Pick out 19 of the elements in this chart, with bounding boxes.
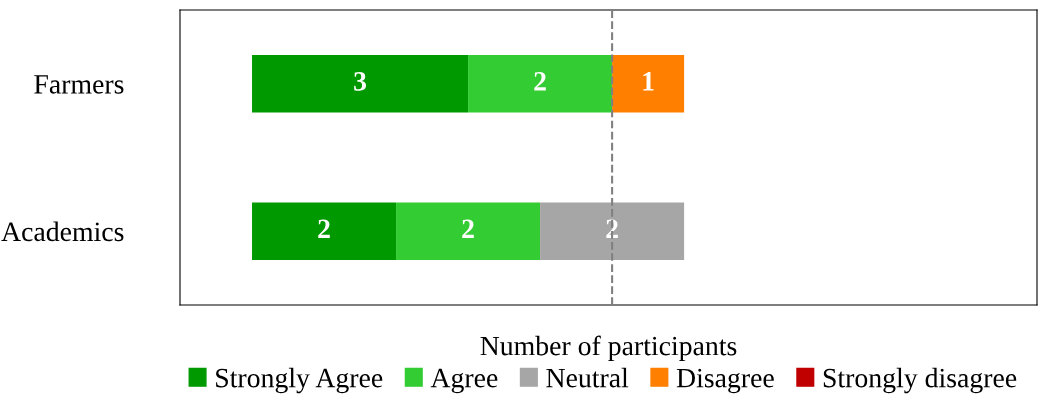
data-label: 2 <box>318 219 330 238</box>
data-label: 1 <box>643 72 654 91</box>
y-tick-label: Academics <box>1 221 124 242</box>
x-axis-title: Number of participants <box>480 335 737 362</box>
bar <box>612 54 685 113</box>
legend-label: Strongly disagree <box>823 367 1017 394</box>
data-label: 2 <box>534 72 546 91</box>
legend-label: Disagree <box>676 368 774 394</box>
bar <box>252 202 397 261</box>
data-label: 3 <box>354 72 367 91</box>
bar <box>468 54 613 113</box>
bar <box>396 202 541 261</box>
legend-label: Agree <box>430 368 498 394</box>
legend-label: Neutral <box>546 367 629 388</box>
bar <box>540 202 685 261</box>
y-tick-label: Farmers <box>34 75 124 94</box>
bar <box>252 54 469 113</box>
data-label: 2 <box>462 219 474 238</box>
legend-label: Strongly Agree <box>216 367 383 394</box>
